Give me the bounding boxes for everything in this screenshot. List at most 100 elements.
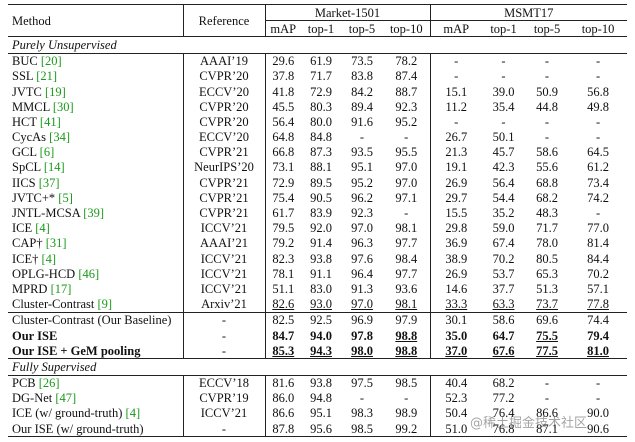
value-cell: 35.4 [482, 99, 525, 114]
value-cell: 98.8 [383, 343, 431, 359]
method-name: PCB [12, 376, 36, 391]
value: 72.9 [310, 84, 332, 99]
reference-cell: - [183, 311, 266, 328]
value-cell: 61.2 [569, 160, 627, 175]
value: 74.2 [587, 190, 609, 205]
value: 87.3 [310, 145, 332, 160]
data-row: IICS [37] CVPR’21 72.9 89.5 95.2 97.0 26.9 56.4… [8, 175, 627, 191]
value: - [544, 376, 550, 391]
value-cell: 30.1 [430, 311, 483, 328]
value: 86.6 [272, 406, 295, 421]
value-cell: 80.5 [525, 251, 569, 266]
value-cell: 83.9 [301, 205, 341, 220]
value-cell: 48.3 [525, 205, 569, 220]
value-cell: 56.8 [569, 84, 627, 99]
value: 94.0 [310, 328, 332, 343]
value: 48.3 [536, 206, 558, 221]
value-cell: 68.2 [525, 190, 569, 205]
value-cell: 73.1 [265, 160, 301, 175]
method-cell: SpCL [14] [8, 159, 184, 176]
value-cell: - [341, 391, 383, 406]
metric-header: top-5 [525, 20, 570, 38]
value: 26.9 [445, 175, 468, 190]
metric-header: top-10 [383, 20, 431, 38]
value: 93.8 [310, 251, 332, 266]
value-cell: 56.4 [265, 114, 301, 129]
citation: [30] [52, 99, 74, 114]
data-row: CAP† [31] AAAI’21 79.2 91.4 96.3 97.7 36.9 67.4… [8, 235, 627, 251]
reference-cell: ICCV’21 [183, 405, 266, 422]
value-cell: 74.2 [569, 190, 627, 205]
value-cell: - [430, 69, 482, 84]
data-row: Our ISE (w/ ground-truth) -87.8 95.6 98.5 99… [8, 421, 628, 438]
metric-header: top-10 [569, 20, 628, 38]
citation: [20] [40, 54, 62, 69]
value: 21.3 [445, 145, 468, 160]
method-name: CAP† [12, 236, 43, 251]
method-name: SSL [12, 69, 34, 84]
value: 95.1 [351, 160, 373, 175]
value-cell: 79.4 [569, 328, 627, 343]
citation: [47] [55, 391, 77, 406]
value-cell: 78.0 [525, 236, 569, 251]
value-cell: 67.4 [482, 236, 525, 251]
reference-cell: ECCV’20 [183, 129, 266, 145]
value-cell: 37.0 [430, 343, 482, 359]
value: 76.4 [492, 406, 515, 421]
value-cell: 64.8 [265, 130, 301, 145]
value-cell: 29.8 [430, 221, 482, 236]
value: 86.0 [272, 391, 295, 406]
citation: [41] [39, 114, 61, 129]
method-cell: CAP† [31] [8, 235, 184, 251]
value: 98.5 [395, 376, 418, 391]
value: 97.6 [351, 251, 373, 266]
value-cell: 92.3 [341, 205, 383, 220]
value-cell: 98.5 [341, 421, 383, 438]
value-cell: 26.9 [430, 266, 482, 281]
value: - [544, 54, 550, 69]
reference-cell: CVPR’21 [183, 175, 266, 191]
method-name: OPLG-HCD [12, 266, 76, 281]
value: 67.6 [492, 343, 515, 358]
citation: [4] [41, 251, 57, 266]
value-cell: 68.8 [525, 175, 569, 190]
value: - [501, 54, 506, 69]
value-cell: 65.3 [525, 266, 569, 281]
value: - [595, 114, 601, 129]
value: 11.2 [445, 99, 467, 114]
value: 92.3 [351, 206, 373, 221]
value: 40.4 [445, 376, 468, 391]
value-cell: 59.0 [482, 221, 525, 236]
value: 45.7 [492, 145, 515, 160]
value-cell: 51.3 [525, 281, 569, 296]
results-table: Method Reference Market-1501 MSMT17 mAP t… [8, 3, 628, 438]
value: 29.8 [445, 221, 468, 236]
value: - [501, 69, 506, 84]
data-row: JNTL-MCSA [39] CVPR’21 61.7 83.9 92.3-15.5 35… [8, 205, 627, 221]
data-row: SSL [21] CVPR’20 37.8 71.7 83.8 87.4- - - - [8, 68, 627, 84]
value: 91.1 [310, 266, 332, 281]
value-cell: 45.7 [482, 145, 525, 160]
value-cell: 84.7 [265, 328, 301, 343]
value-cell: 84.2 [341, 84, 383, 99]
value: 56.8 [587, 84, 609, 99]
value-cell: 77.8 [569, 297, 627, 313]
data-row: ICE† [4] ICCV’21 82.3 93.8 97.6 98.4 38.9 70.2 8… [8, 251, 627, 267]
reference-cell: AAAI’21 [183, 235, 266, 251]
value: 81.6 [272, 376, 295, 391]
value: 97.0 [395, 160, 418, 175]
value-cell: 50.1 [482, 130, 525, 145]
value: 89.4 [351, 99, 373, 114]
value-cell: 87.1 [525, 421, 570, 438]
value: - [454, 54, 459, 69]
value: 97.1 [395, 190, 418, 205]
method-name: Our ISE + GeM pooling [12, 343, 141, 358]
value-cell: - [569, 69, 627, 84]
value-cell: 98.8 [383, 327, 431, 344]
citation: [46] [78, 266, 100, 281]
value-cell: 97.7 [383, 235, 431, 251]
value-cell: 80.0 [301, 114, 341, 129]
value: 97.0 [351, 297, 373, 312]
value: - [544, 69, 550, 84]
method-name: Our ISE [12, 328, 58, 343]
